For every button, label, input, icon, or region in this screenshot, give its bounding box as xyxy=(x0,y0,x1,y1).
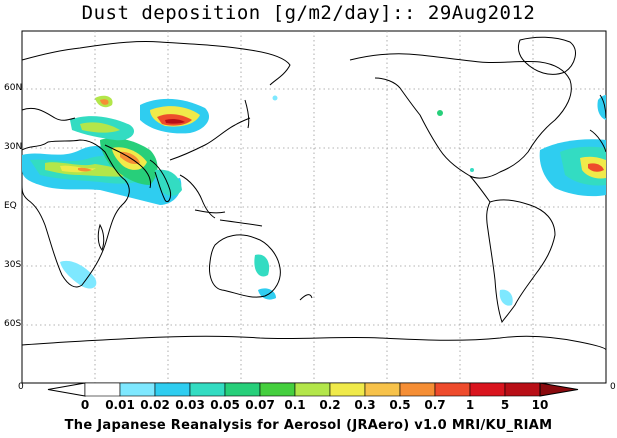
lat-label-30n: 30N xyxy=(4,142,23,152)
colorbar-box xyxy=(434,382,471,397)
map-title: Dust deposition [g/m2/day]:: 29Aug2012 xyxy=(81,2,536,24)
footer-credit: The Japanese Reanalysis for Aerosol (JRA… xyxy=(64,418,553,433)
colorbar-tick-label: 0.02 xyxy=(140,398,170,412)
colorbar-tick-label: 0.01 xyxy=(105,398,135,412)
colorbar-box xyxy=(224,382,261,397)
colorbar-box xyxy=(154,382,191,397)
colorbar-box xyxy=(504,382,541,397)
colorbar-tick-label: 5 xyxy=(500,398,510,412)
colorbar-tick-label: 0.5 xyxy=(389,398,411,412)
colorbar-tick-label: 0 xyxy=(80,398,90,412)
coastlines xyxy=(21,36,607,351)
colorbar-box xyxy=(259,382,296,397)
colorbar-left-edge-label: 0 xyxy=(18,382,24,392)
colorbar-tick-label: 0.1 xyxy=(284,398,306,412)
colorbar-box xyxy=(329,382,366,397)
colorbar-box xyxy=(399,382,436,397)
colorbar-box xyxy=(119,382,156,397)
colorbar-tick-label: 0.05 xyxy=(210,398,240,412)
colorbar-tick-label: 1 xyxy=(465,398,475,412)
lat-label-60n: 60N xyxy=(4,83,23,93)
lat-label-30s: 30S xyxy=(4,260,22,270)
colorbar-tick-label: 0.07 xyxy=(245,398,275,412)
graticule xyxy=(22,31,606,383)
colorbar-tick-label: 0.7 xyxy=(424,398,446,412)
colorbar-tick-label: 0.03 xyxy=(175,398,205,412)
colorbar-tick-label: 0.2 xyxy=(319,398,341,412)
colorbar-tick-label: 0.3 xyxy=(354,398,376,412)
colorbar-right-edge-label: 0 xyxy=(610,382,616,392)
colorbar-box xyxy=(294,382,331,397)
colorbar-tick-label: 10 xyxy=(531,398,549,412)
colorbar-right-arrow xyxy=(539,382,579,397)
lat-label-eq: EQ xyxy=(4,201,17,211)
colorbar-box xyxy=(189,382,226,397)
colorbar-box xyxy=(469,382,506,397)
colorbar-box xyxy=(84,382,121,397)
colorbar-box xyxy=(364,382,401,397)
colorbar-left-arrow xyxy=(47,382,86,397)
lat-label-60s: 60S xyxy=(4,319,22,329)
